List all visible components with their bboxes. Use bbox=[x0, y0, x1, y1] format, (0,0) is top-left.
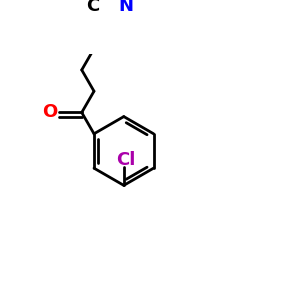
Text: Cl: Cl bbox=[116, 151, 135, 169]
Text: C: C bbox=[87, 0, 100, 15]
Text: N: N bbox=[118, 0, 134, 15]
Text: O: O bbox=[42, 103, 57, 122]
